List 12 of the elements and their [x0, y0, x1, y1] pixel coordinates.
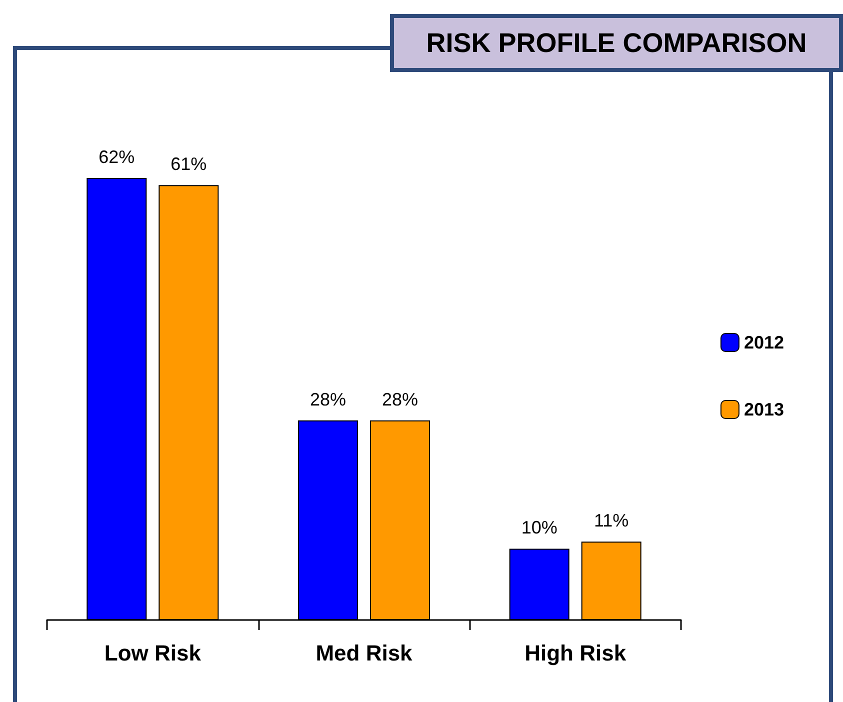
data-label: 62% [98, 147, 135, 167]
legend-label: 2013 [744, 400, 784, 420]
x-tick-label: Low Risk [104, 640, 202, 666]
data-label: 28% [382, 389, 418, 410]
x-tick-label: High Risk [524, 640, 627, 666]
legend-label: 2012 [744, 332, 784, 352]
data-label: 61% [170, 154, 207, 174]
chart-title: RISK PROFILE COMPARISON [390, 14, 843, 72]
data-label: 28% [310, 389, 346, 410]
data-label: 10% [521, 518, 558, 538]
x-tick-label: Med Risk [316, 640, 414, 666]
data-label: 11% [594, 510, 629, 531]
